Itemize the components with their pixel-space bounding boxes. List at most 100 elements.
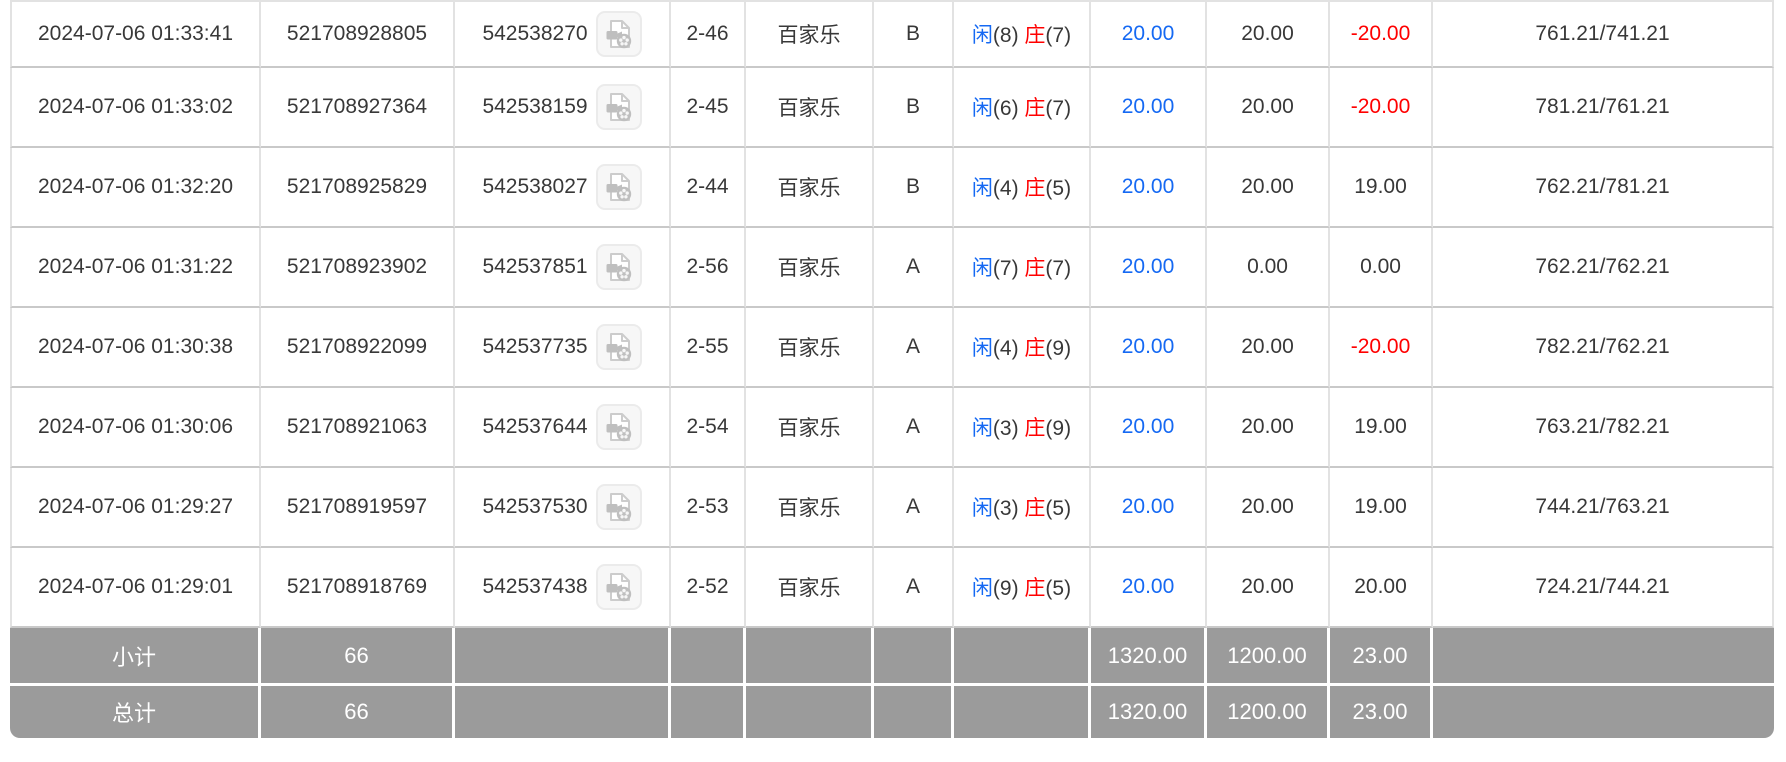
subtotal-row: 小计 66 1320.00 1200.00 23.00 (10, 628, 1774, 683)
video-replay-button[interactable] (595, 164, 642, 210)
result-player-score: (8) (992, 24, 1019, 47)
result-player-label: 闲 (971, 97, 993, 120)
total-win-loss: 23.00 (1330, 683, 1433, 738)
cell-valid-bet: 20.00 (1207, 388, 1330, 468)
cell-bet-amount[interactable]: 20.00 (1091, 548, 1207, 628)
cell-game-number: 542537735 (455, 308, 671, 388)
cell-win-loss: 19.00 (1330, 468, 1433, 548)
cell-bet-amount[interactable]: 20.00 (1091, 228, 1207, 308)
result-banker-score: (9) (1045, 337, 1072, 360)
subtotal-bet-amount: 1320.00 (1091, 628, 1207, 683)
result-banker-label: 庄 (1024, 417, 1046, 440)
subtotal-win-loss: 23.00 (1330, 628, 1433, 683)
cell-balance: 762.21/762.21 (1433, 228, 1774, 308)
cell-win-loss: -20.00 (1330, 0, 1433, 68)
cell-valid-bet: 20.00 (1207, 468, 1330, 548)
video-replay-button[interactable] (595, 484, 642, 530)
cell-game-type: 百家乐 (746, 388, 874, 468)
cell-game-result: 闲(9) 庄(5) (954, 548, 1091, 628)
cell-valid-bet: 20.00 (1207, 148, 1330, 228)
cell-bet-time: 2024-07-06 01:30:38 (10, 308, 261, 388)
video-file-icon (606, 573, 631, 602)
cell-bet-amount[interactable]: 20.00 (1091, 68, 1207, 148)
video-file-icon (606, 93, 631, 122)
cell-game-type: 百家乐 (746, 0, 874, 68)
cell-bet-time: 2024-07-06 01:29:27 (10, 468, 261, 548)
cell-round: 2-45 (671, 68, 746, 148)
cell-bet-amount[interactable]: 20.00 (1091, 0, 1207, 68)
cell-win-loss: 19.00 (1330, 148, 1433, 228)
total-valid-bet: 1200.00 (1207, 683, 1330, 738)
result-banker-score: (5) (1045, 177, 1072, 200)
result-player-score: (4) (992, 177, 1019, 200)
table-row: 2024-07-06 01:30:06 521708921063 5425376… (10, 388, 1774, 468)
cell-game-result: 闲(8) 庄(7) (954, 0, 1091, 68)
table-row: 2024-07-06 01:33:41 521708928805 5425382… (10, 0, 1774, 68)
video-file-icon (606, 173, 631, 202)
cell-game-type: 百家乐 (746, 228, 874, 308)
cell-balance: 744.21/763.21 (1433, 468, 1774, 548)
video-file-icon (606, 493, 631, 522)
video-file-icon (606, 333, 631, 362)
subtotal-valid-bet: 1200.00 (1207, 628, 1330, 683)
table-row: 2024-07-06 01:29:27 521708919597 5425375… (10, 468, 1774, 548)
result-player-score: (3) (992, 417, 1019, 440)
result-player-label: 闲 (971, 337, 993, 360)
result-player-label: 闲 (971, 257, 993, 280)
result-player-label: 闲 (971, 497, 993, 520)
video-replay-button[interactable] (595, 11, 642, 57)
total-label: 总计 (10, 683, 261, 738)
cell-game-type: 百家乐 (746, 68, 874, 148)
cell-bet-amount[interactable]: 20.00 (1091, 148, 1207, 228)
bet-records-table: 2024-07-06 01:33:41 521708928805 5425382… (10, 0, 1774, 738)
cell-game-result: 闲(3) 庄(5) (954, 468, 1091, 548)
result-banker-score: (5) (1045, 577, 1072, 600)
result-banker-label: 庄 (1024, 97, 1046, 120)
video-replay-button[interactable] (595, 244, 642, 290)
cell-balance: 763.21/782.21 (1433, 388, 1774, 468)
cell-bet-time: 2024-07-06 01:29:01 (10, 548, 261, 628)
cell-bet-time: 2024-07-06 01:30:06 (10, 388, 261, 468)
result-player-label: 闲 (971, 577, 993, 600)
cell-game-type: 百家乐 (746, 548, 874, 628)
cell-table-id: B (874, 0, 954, 68)
cell-round: 2-56 (671, 228, 746, 308)
cell-order-number: 521708921063 (261, 388, 455, 468)
cell-bet-amount[interactable]: 20.00 (1091, 308, 1207, 388)
cell-round: 2-54 (671, 388, 746, 468)
result-banker-label: 庄 (1024, 24, 1046, 47)
video-replay-button[interactable] (595, 324, 642, 370)
cell-round: 2-55 (671, 308, 746, 388)
cell-win-loss: -20.00 (1330, 308, 1433, 388)
result-banker-label: 庄 (1024, 257, 1046, 280)
result-player-score: (4) (992, 337, 1019, 360)
cell-bet-amount[interactable]: 20.00 (1091, 388, 1207, 468)
cell-game-number: 542538027 (455, 148, 671, 228)
cell-valid-bet: 0.00 (1207, 228, 1330, 308)
table-row: 2024-07-06 01:32:20 521708925829 5425380… (10, 148, 1774, 228)
video-replay-button[interactable] (595, 564, 642, 610)
cell-bet-time: 2024-07-06 01:32:20 (10, 148, 261, 228)
cell-order-number: 521708923902 (261, 228, 455, 308)
game-number-text: 542537735 (482, 335, 588, 358)
video-replay-button[interactable] (595, 404, 642, 450)
game-number-text: 542538159 (482, 95, 588, 118)
cell-bet-amount[interactable]: 20.00 (1091, 468, 1207, 548)
cell-valid-bet: 20.00 (1207, 308, 1330, 388)
cell-game-number: 542537438 (455, 548, 671, 628)
cell-table-id: A (874, 308, 954, 388)
result-banker-score: (7) (1045, 97, 1072, 120)
game-number-text: 542538027 (482, 175, 588, 198)
cell-bet-time: 2024-07-06 01:33:41 (10, 0, 261, 68)
cell-win-loss: 20.00 (1330, 548, 1433, 628)
result-player-score: (6) (992, 97, 1019, 120)
cell-balance: 724.21/744.21 (1433, 548, 1774, 628)
cell-win-loss: 0.00 (1330, 228, 1433, 308)
cell-order-number: 521708922099 (261, 308, 455, 388)
table-row: 2024-07-06 01:30:38 521708922099 5425377… (10, 308, 1774, 388)
table-row: 2024-07-06 01:29:01 521708918769 5425374… (10, 548, 1774, 628)
cell-order-number: 521708927364 (261, 68, 455, 148)
video-replay-button[interactable] (595, 84, 642, 130)
cell-balance: 781.21/761.21 (1433, 68, 1774, 148)
cell-game-result: 闲(3) 庄(9) (954, 388, 1091, 468)
